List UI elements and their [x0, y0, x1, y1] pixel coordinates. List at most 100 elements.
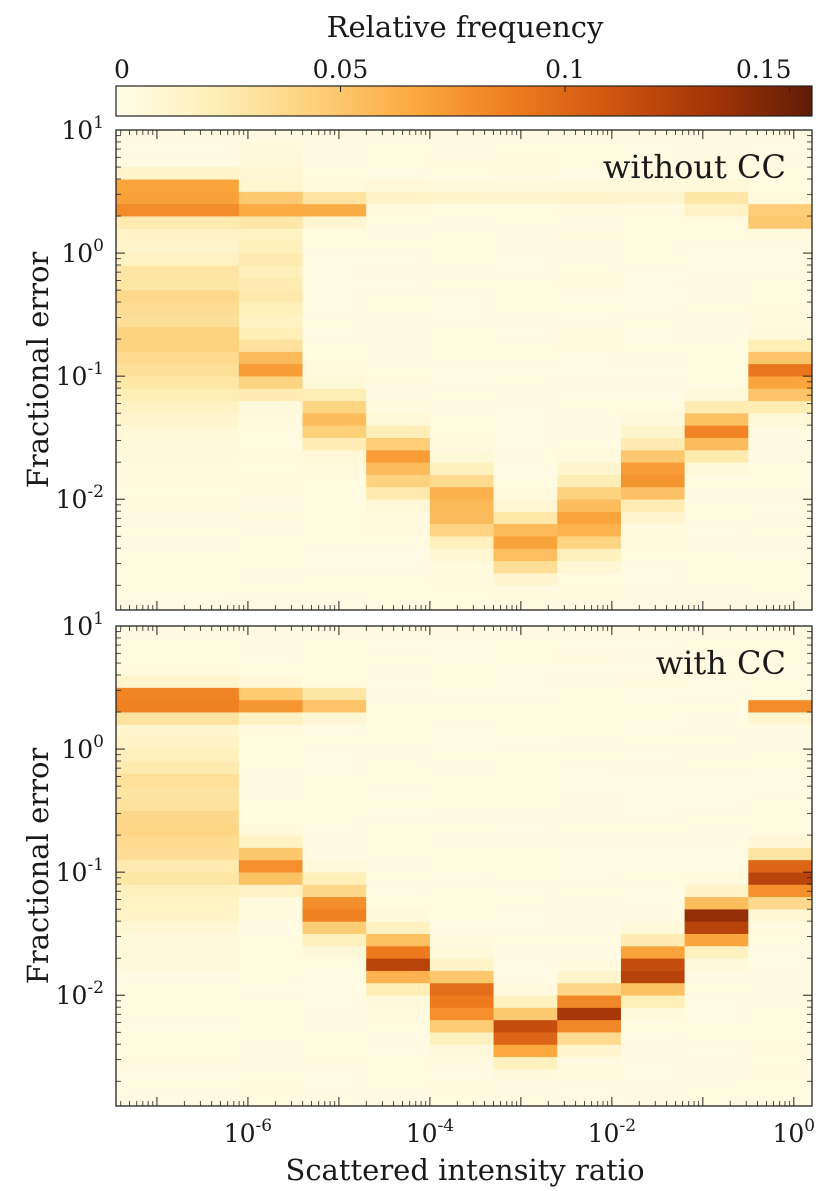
heatmap-cell: [366, 859, 431, 873]
heatmap-cell: [620, 872, 685, 885]
plot-frame: [115, 625, 813, 1107]
heatmap-cell: [429, 253, 494, 266]
heatmap-cell: [116, 1019, 240, 1033]
heatmap-cell: [684, 339, 749, 352]
heatmap-cell: [366, 290, 431, 303]
heatmap-cell: [366, 896, 431, 910]
heatmap-cell: [116, 523, 240, 537]
heatmap-cell: [684, 585, 749, 598]
heatmap-cell: [238, 909, 303, 922]
heatmap-cell: [429, 413, 494, 426]
heatmap-cell: [116, 191, 240, 205]
heatmap-cell: [557, 699, 622, 713]
x-tick-labels: 10-6 10-4 10-2 100: [224, 1116, 815, 1148]
heatmap-cell: [748, 511, 813, 525]
y-tick-label: 10-1: [56, 359, 104, 391]
heatmap-cell: [116, 995, 240, 1008]
heatmap-cell: [748, 265, 813, 278]
heatmap-cell: [366, 699, 431, 713]
heatmap-cell: [557, 351, 622, 365]
heatmap-cell: [557, 597, 622, 611]
heatmap-cell: [557, 413, 622, 426]
heatmap-cell: [429, 847, 494, 861]
heatmap-cell: [684, 437, 749, 451]
heatmap-cell: [302, 560, 367, 574]
heatmap-cell: [748, 1019, 813, 1033]
heatmap-cell: [238, 933, 303, 947]
heatmap-cell: [238, 712, 303, 725]
heatmap-cell: [493, 786, 558, 799]
heatmap-cell: [493, 560, 558, 574]
heatmap-cell: [116, 810, 240, 824]
heatmap-cell: [748, 638, 813, 651]
heatmap-cell: [620, 203, 685, 217]
heatmap-cell: [684, 921, 749, 934]
heatmap-cell: [429, 1056, 494, 1070]
heatmap-cell: [493, 290, 558, 303]
heatmap-cell: [238, 810, 303, 824]
heatmap-cell: [748, 499, 813, 512]
heatmap-cell: [557, 650, 622, 664]
heatmap-cell: [366, 400, 431, 414]
heatmap-cell: [429, 363, 494, 377]
heatmap-cell: [620, 437, 685, 451]
heatmap-cell: [429, 425, 494, 438]
heatmap-cell: [620, 859, 685, 873]
heatmap-cell: [116, 786, 240, 799]
heatmap-cell: [116, 462, 240, 475]
heatmap-cell: [748, 761, 813, 774]
heatmap-cell: [116, 1069, 240, 1082]
heatmap-cell: [238, 585, 303, 598]
heatmap-cell: [116, 265, 240, 278]
heatmap-cell: [302, 822, 367, 836]
heatmap-cell: [302, 712, 367, 725]
heatmap-cell: [116, 560, 240, 574]
heatmap-cell: [684, 662, 749, 676]
heatmap-cell: [493, 1032, 558, 1045]
heatmap-cell: [238, 749, 303, 762]
heatmap-cell: [366, 302, 431, 315]
heatmap-cell: [748, 413, 813, 426]
heatmap-cell: [302, 536, 367, 549]
heatmap-cell: [429, 450, 494, 463]
heatmap-cell: [116, 859, 240, 873]
heatmap-cell: [116, 835, 240, 848]
heatmap-cell: [620, 363, 685, 377]
heatmap-cell: [557, 191, 622, 205]
heatmap-cell: [684, 933, 749, 947]
heatmap-cell: [429, 314, 494, 328]
heatmap-cell: [493, 995, 558, 1008]
colorbar-label: Relative frequency: [327, 10, 604, 44]
heatmap-cell: [302, 662, 367, 676]
heatmap-cell: [116, 228, 240, 242]
heatmap-cell: [366, 650, 431, 664]
heatmap-cell: [116, 884, 240, 898]
heatmap-cell: [238, 154, 303, 168]
heatmap-cell: [557, 736, 622, 750]
heatmap-cell: [429, 240, 494, 254]
heatmap-cell: [620, 277, 685, 291]
heatmap-cell: [302, 1056, 367, 1070]
heatmap-cell: [302, 253, 367, 266]
heatmap-cell: [557, 724, 622, 738]
heatmap-cell: [429, 277, 494, 291]
heatmap-cell: [302, 872, 367, 885]
heatmap-cell: [116, 314, 240, 328]
heatmap-cell: [493, 982, 558, 996]
heatmap-cell: [748, 425, 813, 438]
heatmap-cell: [238, 786, 303, 799]
heatmap-cell: [557, 216, 622, 229]
heatmap-cell: [748, 351, 813, 365]
heatmap-cell: [493, 884, 558, 898]
heatmap-cell: [429, 216, 494, 229]
heatmap-cell: [116, 650, 240, 664]
heatmap-cell: [748, 363, 813, 377]
heatmap-cell: [493, 499, 558, 512]
heatmap-cell: [116, 203, 240, 217]
heatmap-cell: [557, 142, 622, 155]
heatmap-cell: [302, 265, 367, 278]
heatmap-cell: [238, 523, 303, 537]
heatmap-cell: [493, 650, 558, 664]
heatmap-cell: [493, 1093, 558, 1107]
heatmap-cell: [620, 1069, 685, 1082]
